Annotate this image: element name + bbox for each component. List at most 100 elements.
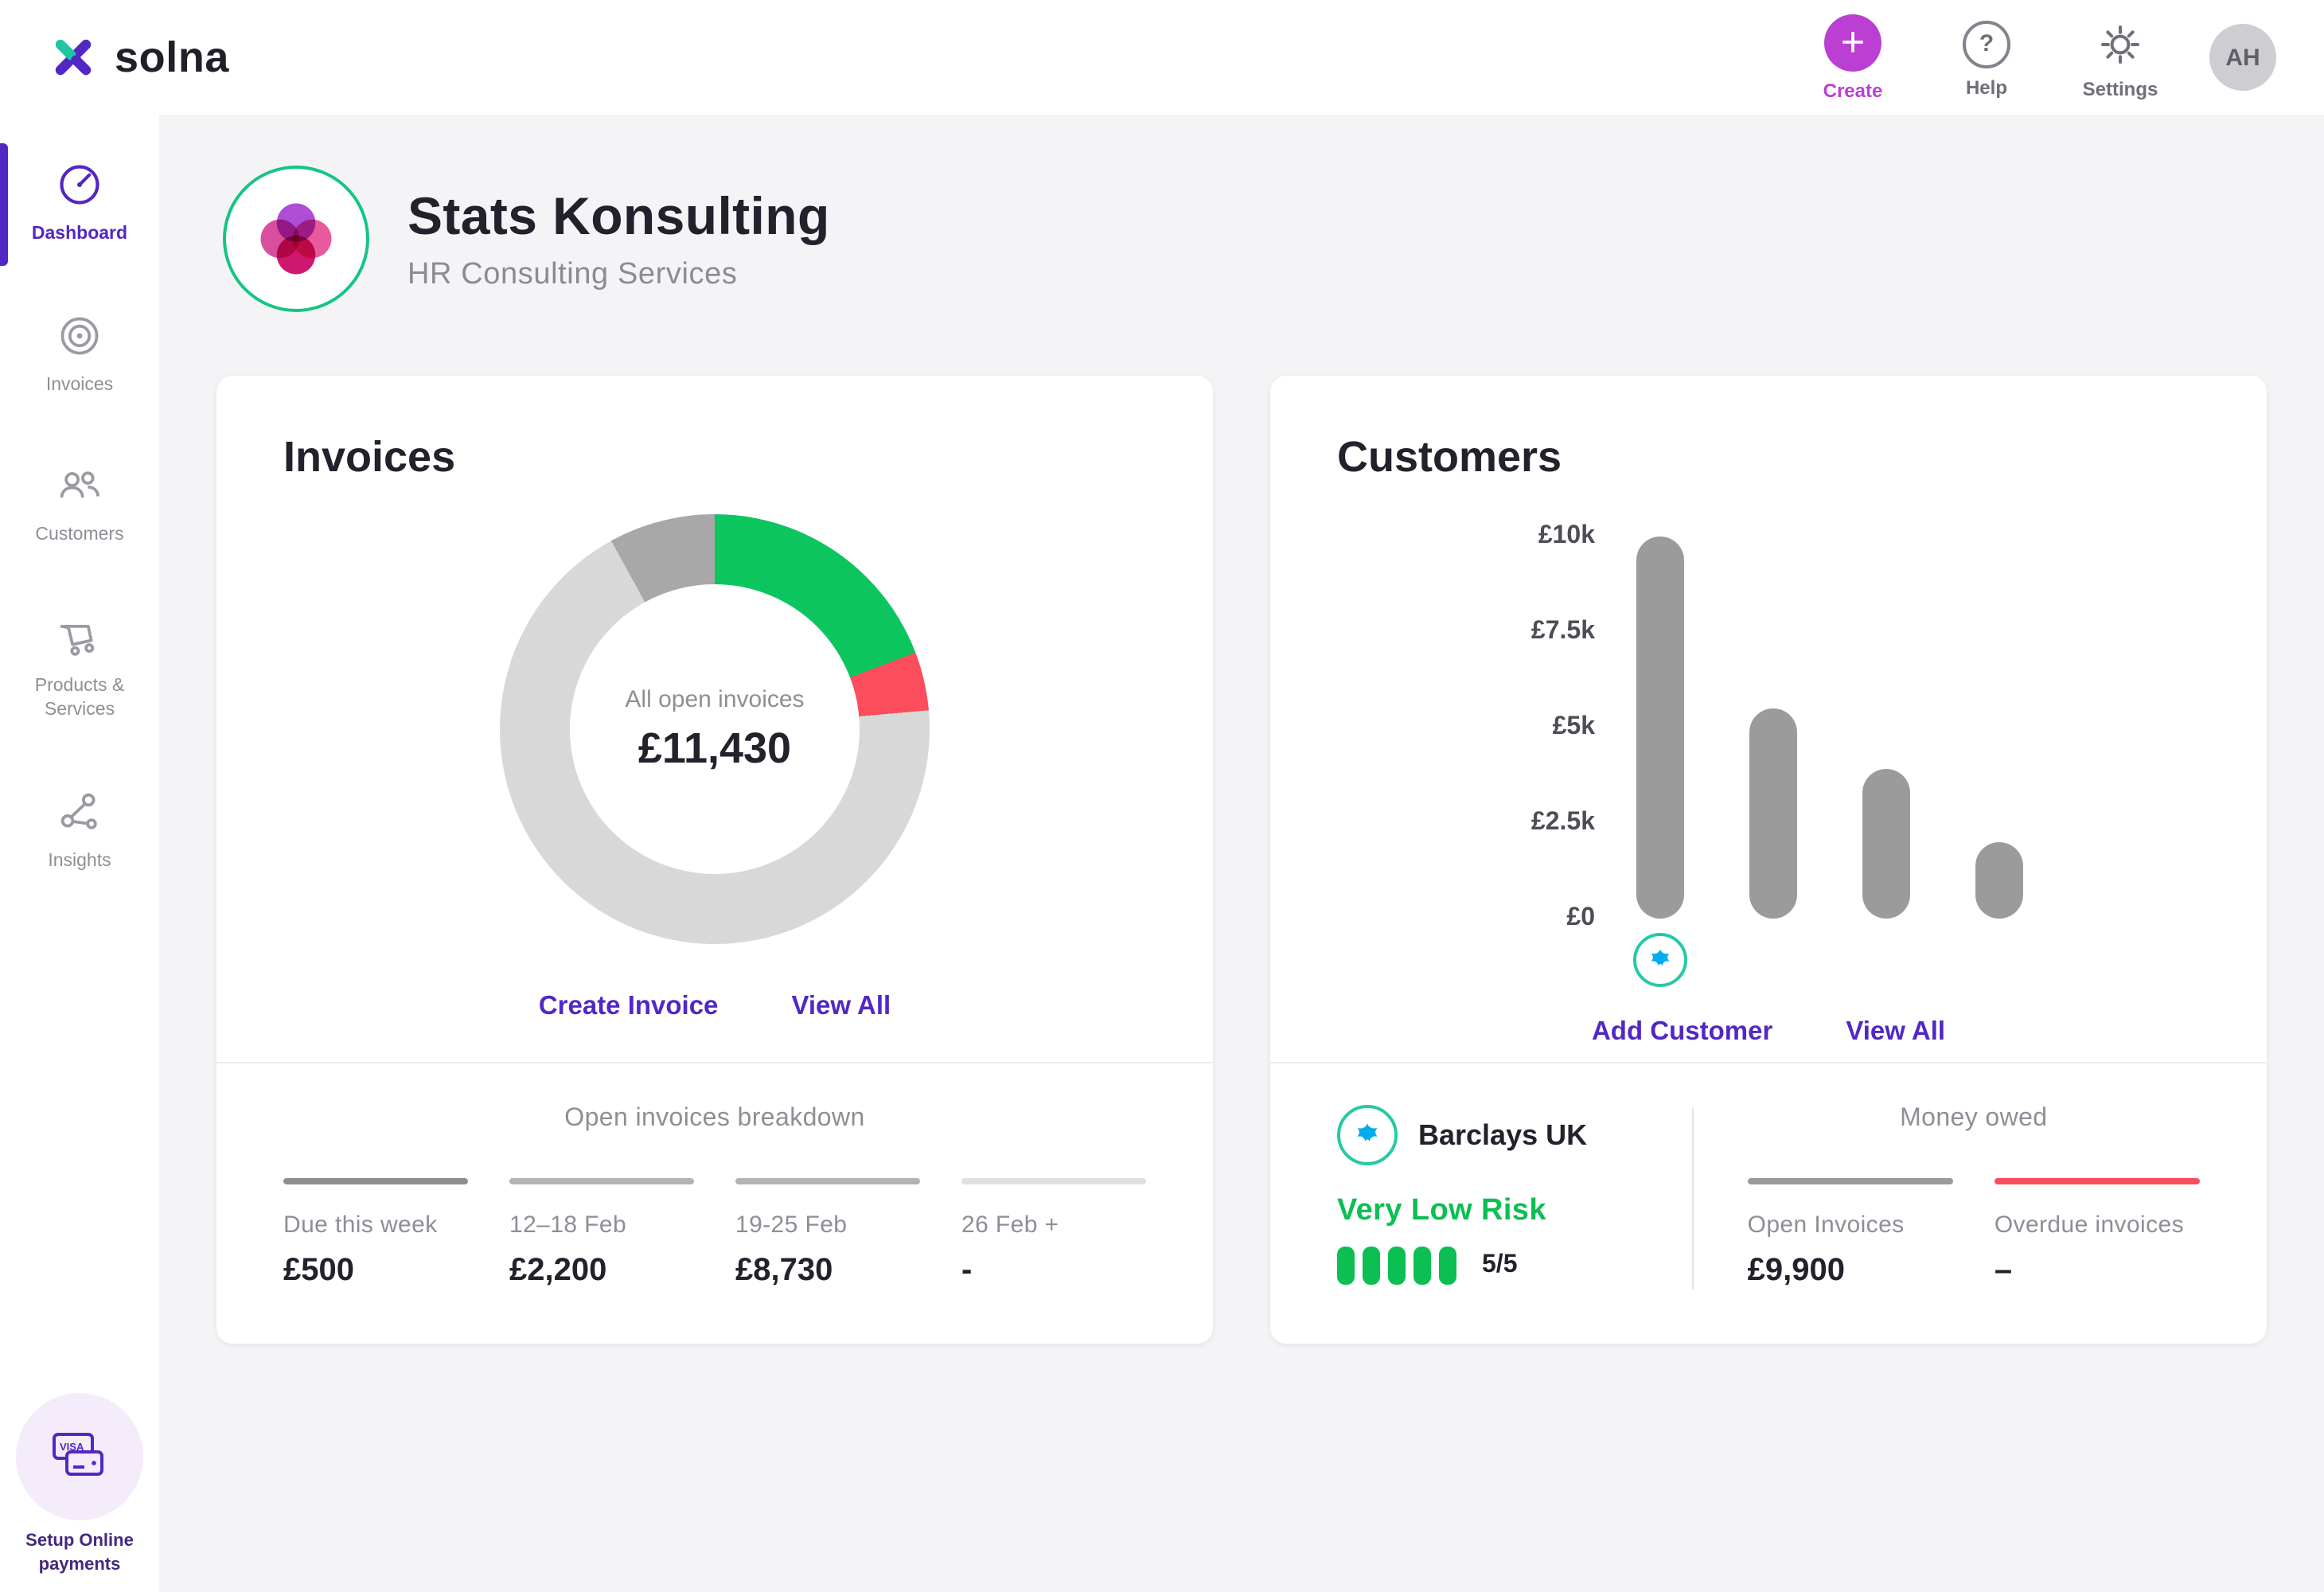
y-tick: £2.5k	[1530, 809, 1595, 836]
customers-bar-chart: £10k £7.5k £5k £2.5k £0	[1270, 522, 2267, 987]
sidebar-item-dashboard[interactable]: Dashboard	[0, 137, 159, 271]
breakdown-title: Open invoices breakdown	[564, 1105, 865, 1132]
view-all-invoices-link[interactable]: View All	[791, 992, 891, 1020]
barclays-chart-avatar[interactable]	[1633, 933, 1687, 987]
breakdown-label: Due this week	[283, 1212, 438, 1239]
y-tick: £0	[1566, 904, 1595, 931]
breakdown-bar	[961, 1178, 1146, 1184]
dashboard-icon	[60, 165, 99, 205]
customer-bar[interactable]	[1749, 708, 1797, 919]
y-tick: £10k	[1538, 522, 1595, 549]
breakdown-col-26-feb-plus: 26 Feb + -	[961, 1178, 1146, 1290]
help-button[interactable]: ? Help	[1942, 16, 2031, 99]
svg-text:VISA: VISA	[60, 1442, 84, 1453]
y-tick: £7.5k	[1530, 618, 1595, 645]
create-invoice-link[interactable]: Create Invoice	[538, 992, 719, 1020]
money-owed-section: Money owed Open Invoices £9,900 Overdue …	[1747, 1105, 2201, 1290]
risk-meter: 5/5	[1337, 1247, 1683, 1285]
invoices-icon	[60, 316, 99, 354]
payment-card-icon: VISA	[16, 1393, 143, 1521]
sidebar-item-invoices[interactable]: Invoices	[0, 287, 159, 422]
sidebar-label: Customers	[35, 525, 124, 545]
customer-bar[interactable]	[1636, 537, 1684, 919]
breakdown-row: Due this week £500 12–18 Feb £2,200 19-2…	[283, 1178, 1146, 1290]
money-owed-bar	[1994, 1178, 2201, 1184]
company-header: Stats Konsulting HR Consulting Services	[223, 166, 2267, 312]
risk-pill	[1414, 1247, 1431, 1285]
brand-name: solna	[115, 33, 230, 80]
money-owed-col-open: Open Invoices £9,900	[1747, 1178, 1953, 1290]
settings-button[interactable]: Settings	[2076, 15, 2165, 100]
top-customer-summary: Barclays UK Very Low Risk 5/5	[1337, 1105, 1683, 1290]
breakdown-value: £2,200	[509, 1253, 607, 1288]
settings-label: Settings	[2082, 77, 2158, 100]
breakdown-label: 19-25 Feb	[735, 1212, 848, 1239]
customers-bottom: Barclays UK Very Low Risk 5/5	[1270, 1062, 2267, 1344]
sidebar: Dashboard Invoices Customers	[0, 115, 159, 1592]
customers-icon	[60, 471, 99, 498]
risk-pill	[1363, 1247, 1380, 1285]
setup-online-payments-button[interactable]: VISA Setup Online payments	[0, 1393, 159, 1592]
help-icon: ?	[1963, 21, 2010, 68]
risk-score: 5/5	[1482, 1251, 1518, 1278]
add-customer-link[interactable]: Add Customer	[1591, 1017, 1773, 1046]
donut-center-value: £11,430	[638, 724, 792, 771]
breakdown-label: 26 Feb +	[961, 1212, 1059, 1239]
invoices-card-title: Invoices	[283, 433, 456, 481]
customer-name: Barclays UK	[1418, 1118, 1588, 1150]
breakdown-value: -	[961, 1253, 973, 1288]
sidebar-label: Insights	[48, 851, 111, 871]
breakdown-bar	[283, 1178, 468, 1184]
risk-pill	[1388, 1247, 1406, 1285]
customers-card-title: Customers	[1337, 433, 1562, 481]
sidebar-label: Dashboard	[31, 224, 128, 244]
user-avatar[interactable]: AH	[2209, 24, 2276, 91]
topbar-actions: + Create ? Help Settings AH	[1808, 14, 2276, 101]
money-owed-value: £9,900	[1747, 1253, 1845, 1288]
help-label: Help	[1965, 76, 2007, 99]
money-owed-title: Money owed	[1900, 1105, 2048, 1132]
barclays-eagle-icon	[1357, 1123, 1378, 1142]
risk-label: Very Low Risk	[1337, 1194, 1546, 1227]
create-button[interactable]: + Create	[1808, 14, 1897, 101]
money-owed-col-overdue: Overdue invoices –	[1994, 1178, 2201, 1290]
money-owed-label: Overdue invoices	[1994, 1212, 2184, 1239]
sidebar-item-products-services[interactable]: Products & Services	[0, 588, 159, 747]
company-subtitle: HR Consulting Services	[407, 257, 738, 291]
gear-icon	[2101, 25, 2139, 63]
main-content: Stats Konsulting HR Consulting Services …	[159, 115, 2324, 1592]
barclays-avatar	[1337, 1105, 1398, 1165]
risk-pill	[1439, 1247, 1456, 1285]
invoices-card: Invoices All open invoices £11,430 Creat…	[216, 376, 1213, 1344]
brand-logo[interactable]: solna	[48, 32, 229, 83]
cards-row: Invoices All open invoices £11,430 Creat…	[216, 376, 2267, 1344]
customers-links: Add Customer View All	[1270, 1017, 2267, 1048]
view-all-customers-link[interactable]: View All	[1846, 1017, 1946, 1046]
bar-chart-bars	[1630, 537, 2031, 987]
customer-bar[interactable]	[1975, 842, 2023, 919]
money-owed-bar	[1747, 1178, 1953, 1184]
solna-logo-icon	[55, 39, 92, 76]
breakdown-value: £500	[283, 1253, 354, 1288]
sidebar-item-insights[interactable]: Insights	[0, 763, 159, 898]
topbar: solna + Create ? Help Settings AH	[0, 0, 2324, 115]
open-invoices-donut-wrap: All open invoices £11,430	[500, 514, 930, 944]
breakdown-bar	[735, 1178, 920, 1184]
bar-chart-y-axis: £10k £7.5k £5k £2.5k £0	[1506, 522, 1595, 931]
sidebar-label: Products & Services	[34, 676, 125, 720]
breakdown-col-due-this-week: Due this week £500	[283, 1178, 468, 1290]
customers-card: Customers £10k £7.5k £5k £2.5k £0	[1270, 376, 2267, 1344]
insights-icon	[60, 792, 97, 829]
company-avatar	[223, 166, 369, 312]
invoices-breakdown: Open invoices breakdown Due this week £5…	[216, 1062, 1213, 1344]
customer-name-row[interactable]: Barclays UK	[1337, 1105, 1683, 1165]
company-flower-icon	[260, 203, 332, 275]
money-owed-value: –	[1994, 1253, 2013, 1288]
create-label: Create	[1823, 79, 1883, 101]
products-icon	[60, 624, 95, 655]
breakdown-label: 12–18 Feb	[509, 1212, 627, 1239]
sidebar-item-customers[interactable]: Customers	[0, 438, 159, 572]
barclays-eagle-icon	[1651, 949, 1670, 966]
customer-bar[interactable]	[1862, 769, 1910, 919]
y-tick: £5k	[1552, 713, 1595, 740]
